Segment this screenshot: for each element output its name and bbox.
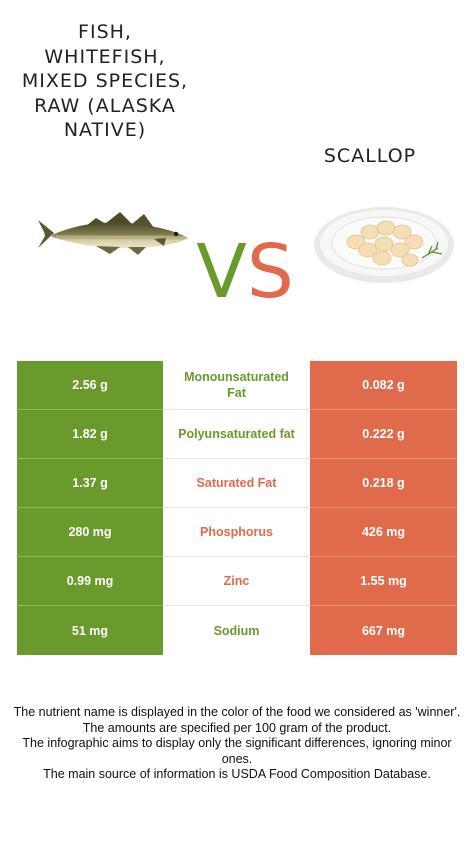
nutrient-name: Polyunsaturated fat [163,410,310,459]
versus-s: S [246,229,294,315]
right-food-title: Scallop [323,145,417,167]
left-value: 2.56 g [17,361,163,410]
right-value: 426 mg [310,508,457,557]
nutrient-name: Monounsaturated Fat [163,361,310,410]
left-food-title: Fish, whitefish, mixed species, raw (Ala… [21,21,189,141]
left-value: 1.37 g [17,459,163,508]
left-value: 1.82 g [17,410,163,459]
left-value: 51 mg [17,606,163,655]
left-value: 280 mg [17,508,163,557]
comparison-row: 1.82 g Polyunsaturated fat 0.222 g [17,410,457,459]
left-value: 0.99 mg [17,557,163,606]
right-value: 1.55 mg [310,557,457,606]
scallop-image [314,207,454,283]
footer-line-differences: The infographic aims to display only the… [22,736,452,766]
nutrient-name: Zinc [163,557,310,606]
comparison-table: 2.56 g Monounsaturated Fat 0.082 g 1.82 g Po… [17,361,457,655]
right-value: 667 mg [310,606,457,655]
comparison-row: 280 mg Phosphorus 426 mg [17,508,457,557]
footer-notes: The nutrient name is displayed in the co… [10,705,464,783]
footer-line-source: The main source of information is USDA F… [43,767,431,781]
nutrient-name: Phosphorus [163,508,310,557]
nutrient-name: Saturated Fat [163,459,310,508]
nutrient-name: Sodium [163,606,310,655]
comparison-row: 1.37 g Saturated Fat 0.218 g [17,459,457,508]
whitefish-image [38,212,188,255]
right-value: 0.218 g [310,459,457,508]
comparison-row: 2.56 g Monounsaturated Fat 0.082 g [17,361,457,410]
footer-line-amounts: The amounts are specified per 100 gram o… [82,720,392,735]
comparison-row: 0.99 mg Zinc 1.55 mg [17,557,457,606]
comparison-row: 51 mg Sodium 667 mg [17,606,457,655]
right-value: 0.222 g [310,410,457,459]
footer-line-winner: The nutrient name is displayed in the co… [13,705,461,719]
right-value: 0.082 g [310,361,457,410]
versus-v: V [196,229,247,315]
